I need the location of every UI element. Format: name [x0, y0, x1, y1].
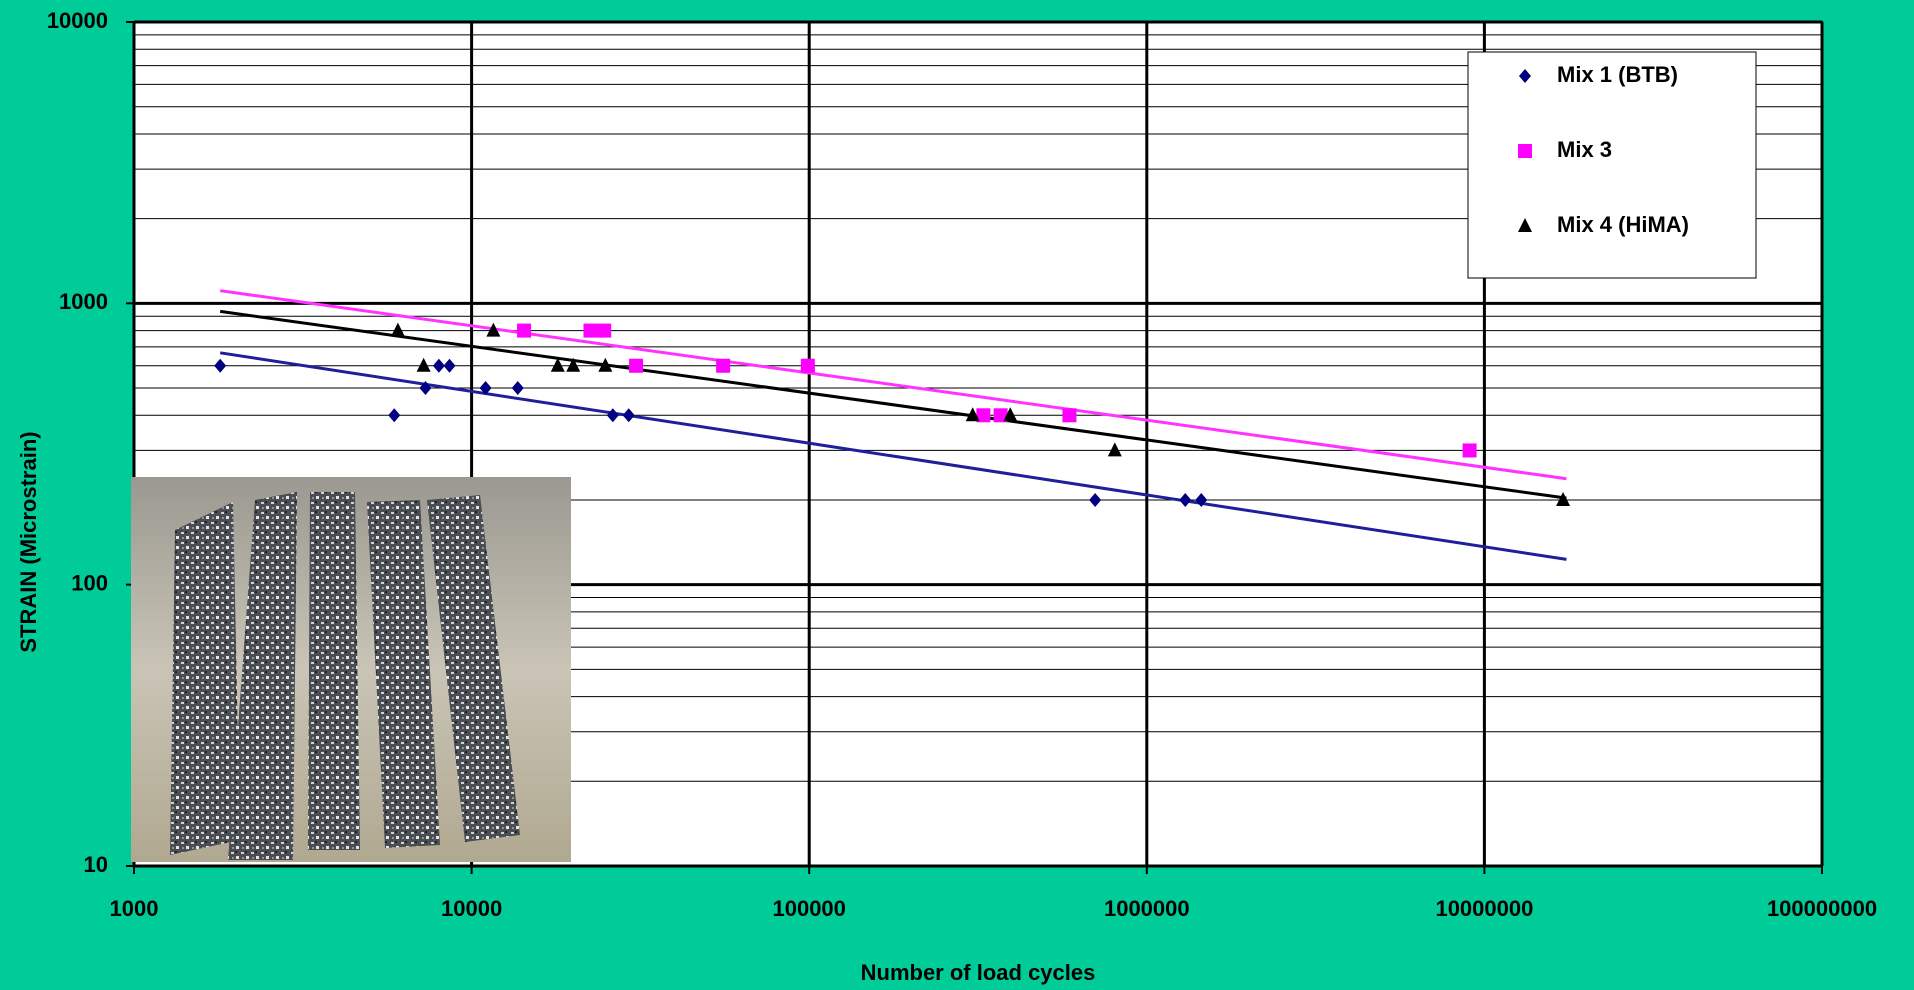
marker [1463, 443, 1477, 457]
x-tick-label: 1000000 [1104, 896, 1190, 921]
marker [629, 359, 643, 373]
marker [583, 324, 597, 338]
x-tick-label: 10000 [441, 896, 502, 921]
marker [716, 359, 730, 373]
x-tick-label: 100000 [772, 896, 845, 921]
x-tick-label: 1000 [110, 896, 159, 921]
x-axis-title: Number of load cycles [861, 960, 1096, 985]
y-tick-label: 100 [71, 570, 108, 595]
chart: Mix 1 (BTB) Mix 3 Mix 4 (HiMA) Number of l… [0, 0, 1914, 990]
marker [597, 324, 611, 338]
marker [801, 359, 815, 373]
legend-label: Mix 1 (BTB) [1557, 62, 1678, 87]
x-tick-label: 10000000 [1435, 896, 1533, 921]
y-tick-label: 10000 [47, 8, 108, 33]
legend-label: Mix 4 (HiMA) [1557, 212, 1689, 237]
x-tick-label: 100000000 [1767, 896, 1877, 921]
y-tick-label: 1000 [59, 289, 108, 314]
inset-photo [131, 477, 571, 862]
y-tick-label: 10 [84, 852, 108, 877]
marker [1062, 408, 1076, 422]
marker [1518, 144, 1532, 158]
marker [517, 324, 531, 338]
legend-label: Mix 3 [1557, 137, 1612, 162]
y-axis-title: STRAIN (Microstrain) [16, 431, 41, 652]
